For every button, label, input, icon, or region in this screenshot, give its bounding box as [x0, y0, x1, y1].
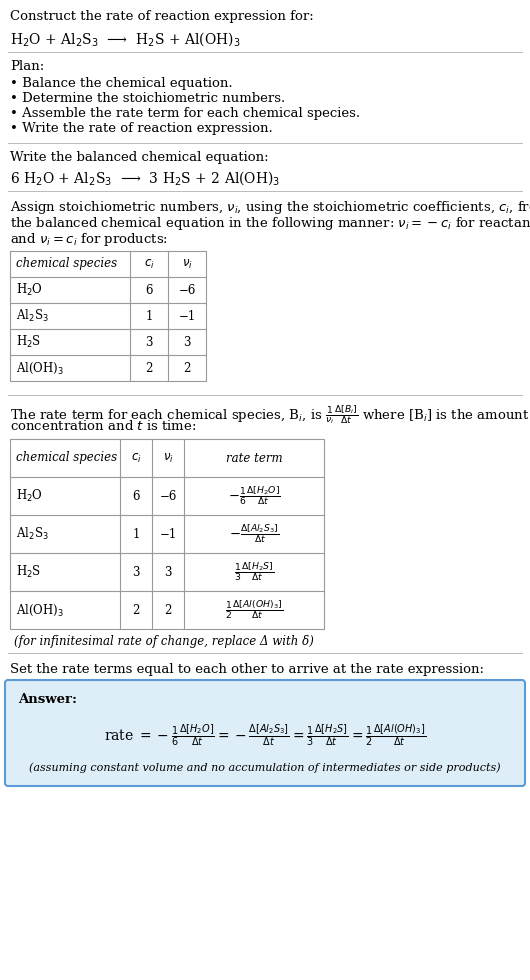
FancyBboxPatch shape [5, 680, 525, 786]
Text: chemical species: chemical species [16, 258, 117, 270]
Text: H$_2$S: H$_2$S [16, 564, 41, 580]
Text: −6: −6 [178, 283, 196, 297]
Text: • Assemble the rate term for each chemical species.: • Assemble the rate term for each chemic… [10, 107, 360, 120]
Text: 3: 3 [145, 335, 153, 349]
Text: The rate term for each chemical species, B$_i$, is $\frac{1}{\nu_i}\frac{\Delta[: The rate term for each chemical species,… [10, 403, 529, 426]
Text: 2: 2 [145, 362, 153, 374]
Text: −1: −1 [179, 310, 196, 322]
Text: H$_2$S: H$_2$S [16, 334, 41, 350]
Text: 6 H$_2$O + Al$_2$S$_3$  ⟶  3 H$_2$S + 2 Al(OH)$_3$: 6 H$_2$O + Al$_2$S$_3$ ⟶ 3 H$_2$S + 2 Al… [10, 169, 280, 187]
Text: and $\nu_i = c_i$ for products:: and $\nu_i = c_i$ for products: [10, 231, 168, 248]
Text: concentration and $t$ is time:: concentration and $t$ is time: [10, 419, 197, 433]
Text: Construct the rate of reaction expression for:: Construct the rate of reaction expressio… [10, 10, 314, 23]
Text: 1: 1 [145, 310, 153, 322]
Text: Al(OH)$_3$: Al(OH)$_3$ [16, 361, 64, 375]
Text: (for infinitesimal rate of change, replace Δ with δ): (for infinitesimal rate of change, repla… [14, 635, 314, 648]
Text: Assign stoichiometric numbers, $\nu_i$, using the stoichiometric coefficients, $: Assign stoichiometric numbers, $\nu_i$, … [10, 199, 530, 216]
Text: Write the balanced chemical equation:: Write the balanced chemical equation: [10, 151, 269, 164]
Bar [10, 251, 206, 381]
Text: 6: 6 [145, 283, 153, 297]
Text: $c_i$: $c_i$ [144, 258, 154, 270]
Text: • Determine the stoichiometric numbers.: • Determine the stoichiometric numbers. [10, 92, 285, 105]
Text: H$_2$O: H$_2$O [16, 488, 43, 504]
Text: $\nu_i$: $\nu_i$ [182, 258, 192, 270]
Text: −6: −6 [160, 489, 176, 503]
Text: rate term: rate term [226, 452, 282, 465]
Text: 1: 1 [132, 527, 140, 541]
Text: 3: 3 [183, 335, 191, 349]
Text: Al$_2$S$_3$: Al$_2$S$_3$ [16, 526, 49, 542]
Text: 3: 3 [164, 565, 172, 578]
Bar [10, 439, 324, 629]
Text: $\nu_i$: $\nu_i$ [163, 452, 173, 465]
Text: • Write the rate of reaction expression.: • Write the rate of reaction expression. [10, 122, 273, 135]
Text: 6: 6 [132, 489, 140, 503]
Text: H$_2$O: H$_2$O [16, 282, 43, 298]
Text: Set the rate terms equal to each other to arrive at the rate expression:: Set the rate terms equal to each other t… [10, 663, 484, 676]
Text: Al(OH)$_3$: Al(OH)$_3$ [16, 603, 64, 617]
Text: (assuming constant volume and no accumulation of intermediates or side products): (assuming constant volume and no accumul… [29, 762, 501, 773]
Text: Plan:: Plan: [10, 60, 44, 73]
Text: the balanced chemical equation in the following manner: $\nu_i = -c_i$ for react: the balanced chemical equation in the fo… [10, 215, 530, 232]
Text: $-\frac{\Delta[Al_2S_3]}{\Delta t}$: $-\frac{\Delta[Al_2S_3]}{\Delta t}$ [229, 522, 279, 546]
Text: 2: 2 [132, 604, 140, 616]
Text: rate $= -\frac{1}{6}\frac{\Delta[H_2O]}{\Delta t} = -\frac{\Delta[Al_2S_3]}{\Del: rate $= -\frac{1}{6}\frac{\Delta[H_2O]}{… [104, 722, 426, 748]
Text: $\frac{1}{3}\frac{\Delta[H_2S]}{\Delta t}$: $\frac{1}{3}\frac{\Delta[H_2S]}{\Delta t… [234, 561, 274, 583]
Text: Answer:: Answer: [18, 693, 77, 706]
Text: $c_i$: $c_i$ [130, 452, 142, 465]
Text: $-\frac{1}{6}\frac{\Delta[H_2O]}{\Delta t}$: $-\frac{1}{6}\frac{\Delta[H_2O]}{\Delta … [227, 484, 280, 508]
Text: 2: 2 [164, 604, 172, 616]
Text: 2: 2 [183, 362, 191, 374]
Text: $\frac{1}{2}\frac{\Delta[Al(OH)_3]}{\Delta t}$: $\frac{1}{2}\frac{\Delta[Al(OH)_3]}{\Del… [225, 599, 283, 621]
Text: • Balance the chemical equation.: • Balance the chemical equation. [10, 77, 233, 90]
Text: H$_2$O + Al$_2$S$_3$  ⟶  H$_2$S + Al(OH)$_3$: H$_2$O + Al$_2$S$_3$ ⟶ H$_2$S + Al(OH)$_… [10, 30, 241, 48]
Text: 3: 3 [132, 565, 140, 578]
Text: Al$_2$S$_3$: Al$_2$S$_3$ [16, 308, 49, 324]
Text: chemical species: chemical species [16, 452, 117, 465]
Text: −1: −1 [160, 527, 176, 541]
